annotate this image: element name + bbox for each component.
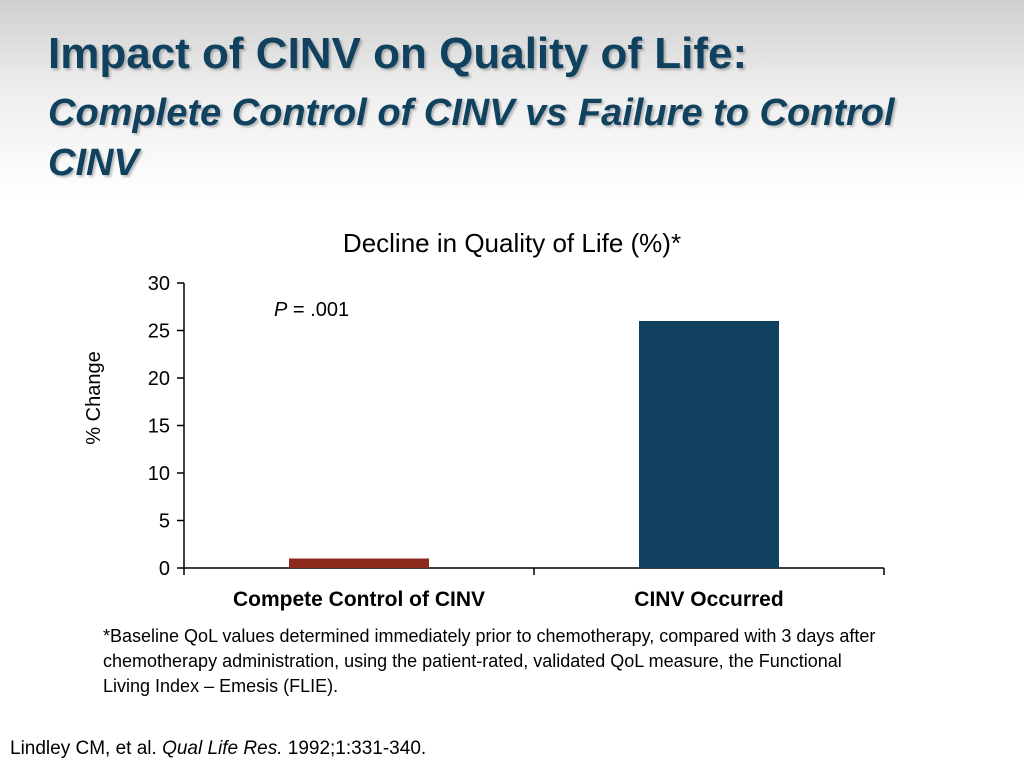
bar xyxy=(289,558,429,568)
y-tick-label: 30 xyxy=(148,273,170,295)
y-tick-label: 20 xyxy=(148,368,170,390)
p-value-text: = .001 xyxy=(287,299,349,321)
chart-title: Decline in Quality of Life (%)* xyxy=(343,228,681,258)
y-axis-label: % Change xyxy=(83,351,105,444)
footnote: *Baseline QoL values determined immediat… xyxy=(103,626,876,696)
citation: Lindley CM, et al. Qual Life Res. 1992;1… xyxy=(10,738,426,760)
slide-title: Impact of CINV on Quality of Life: xyxy=(48,29,748,78)
qol-bar-chart: Decline in Quality of Life (%)* % Change… xyxy=(83,228,885,611)
citation-journal: Qual Life Res. xyxy=(162,738,283,759)
bar xyxy=(639,321,779,568)
y-tick-label: 25 xyxy=(148,321,170,343)
slide-subtitle: Complete Control of CINV vs Failure to C… xyxy=(48,92,895,184)
y-tick-label: 5 xyxy=(159,511,170,533)
p-value-symbol: P xyxy=(274,299,288,321)
p-value-annotation: P = .001 xyxy=(274,299,349,321)
citation-authors: Lindley CM, et al. xyxy=(10,738,163,759)
x-category-label: Compete Control of CINV xyxy=(233,588,485,611)
plot-area: 0 5 10 15 20 25 30 Compete Control of CINV CINV … xyxy=(148,273,885,611)
citation-details: 1992;1:331-340. xyxy=(282,738,427,759)
y-tick-label: 15 xyxy=(148,416,170,438)
y-tick-label: 10 xyxy=(148,463,170,485)
y-tick-label: 0 xyxy=(159,558,170,580)
x-category-label: CINV Occurred xyxy=(634,588,783,611)
